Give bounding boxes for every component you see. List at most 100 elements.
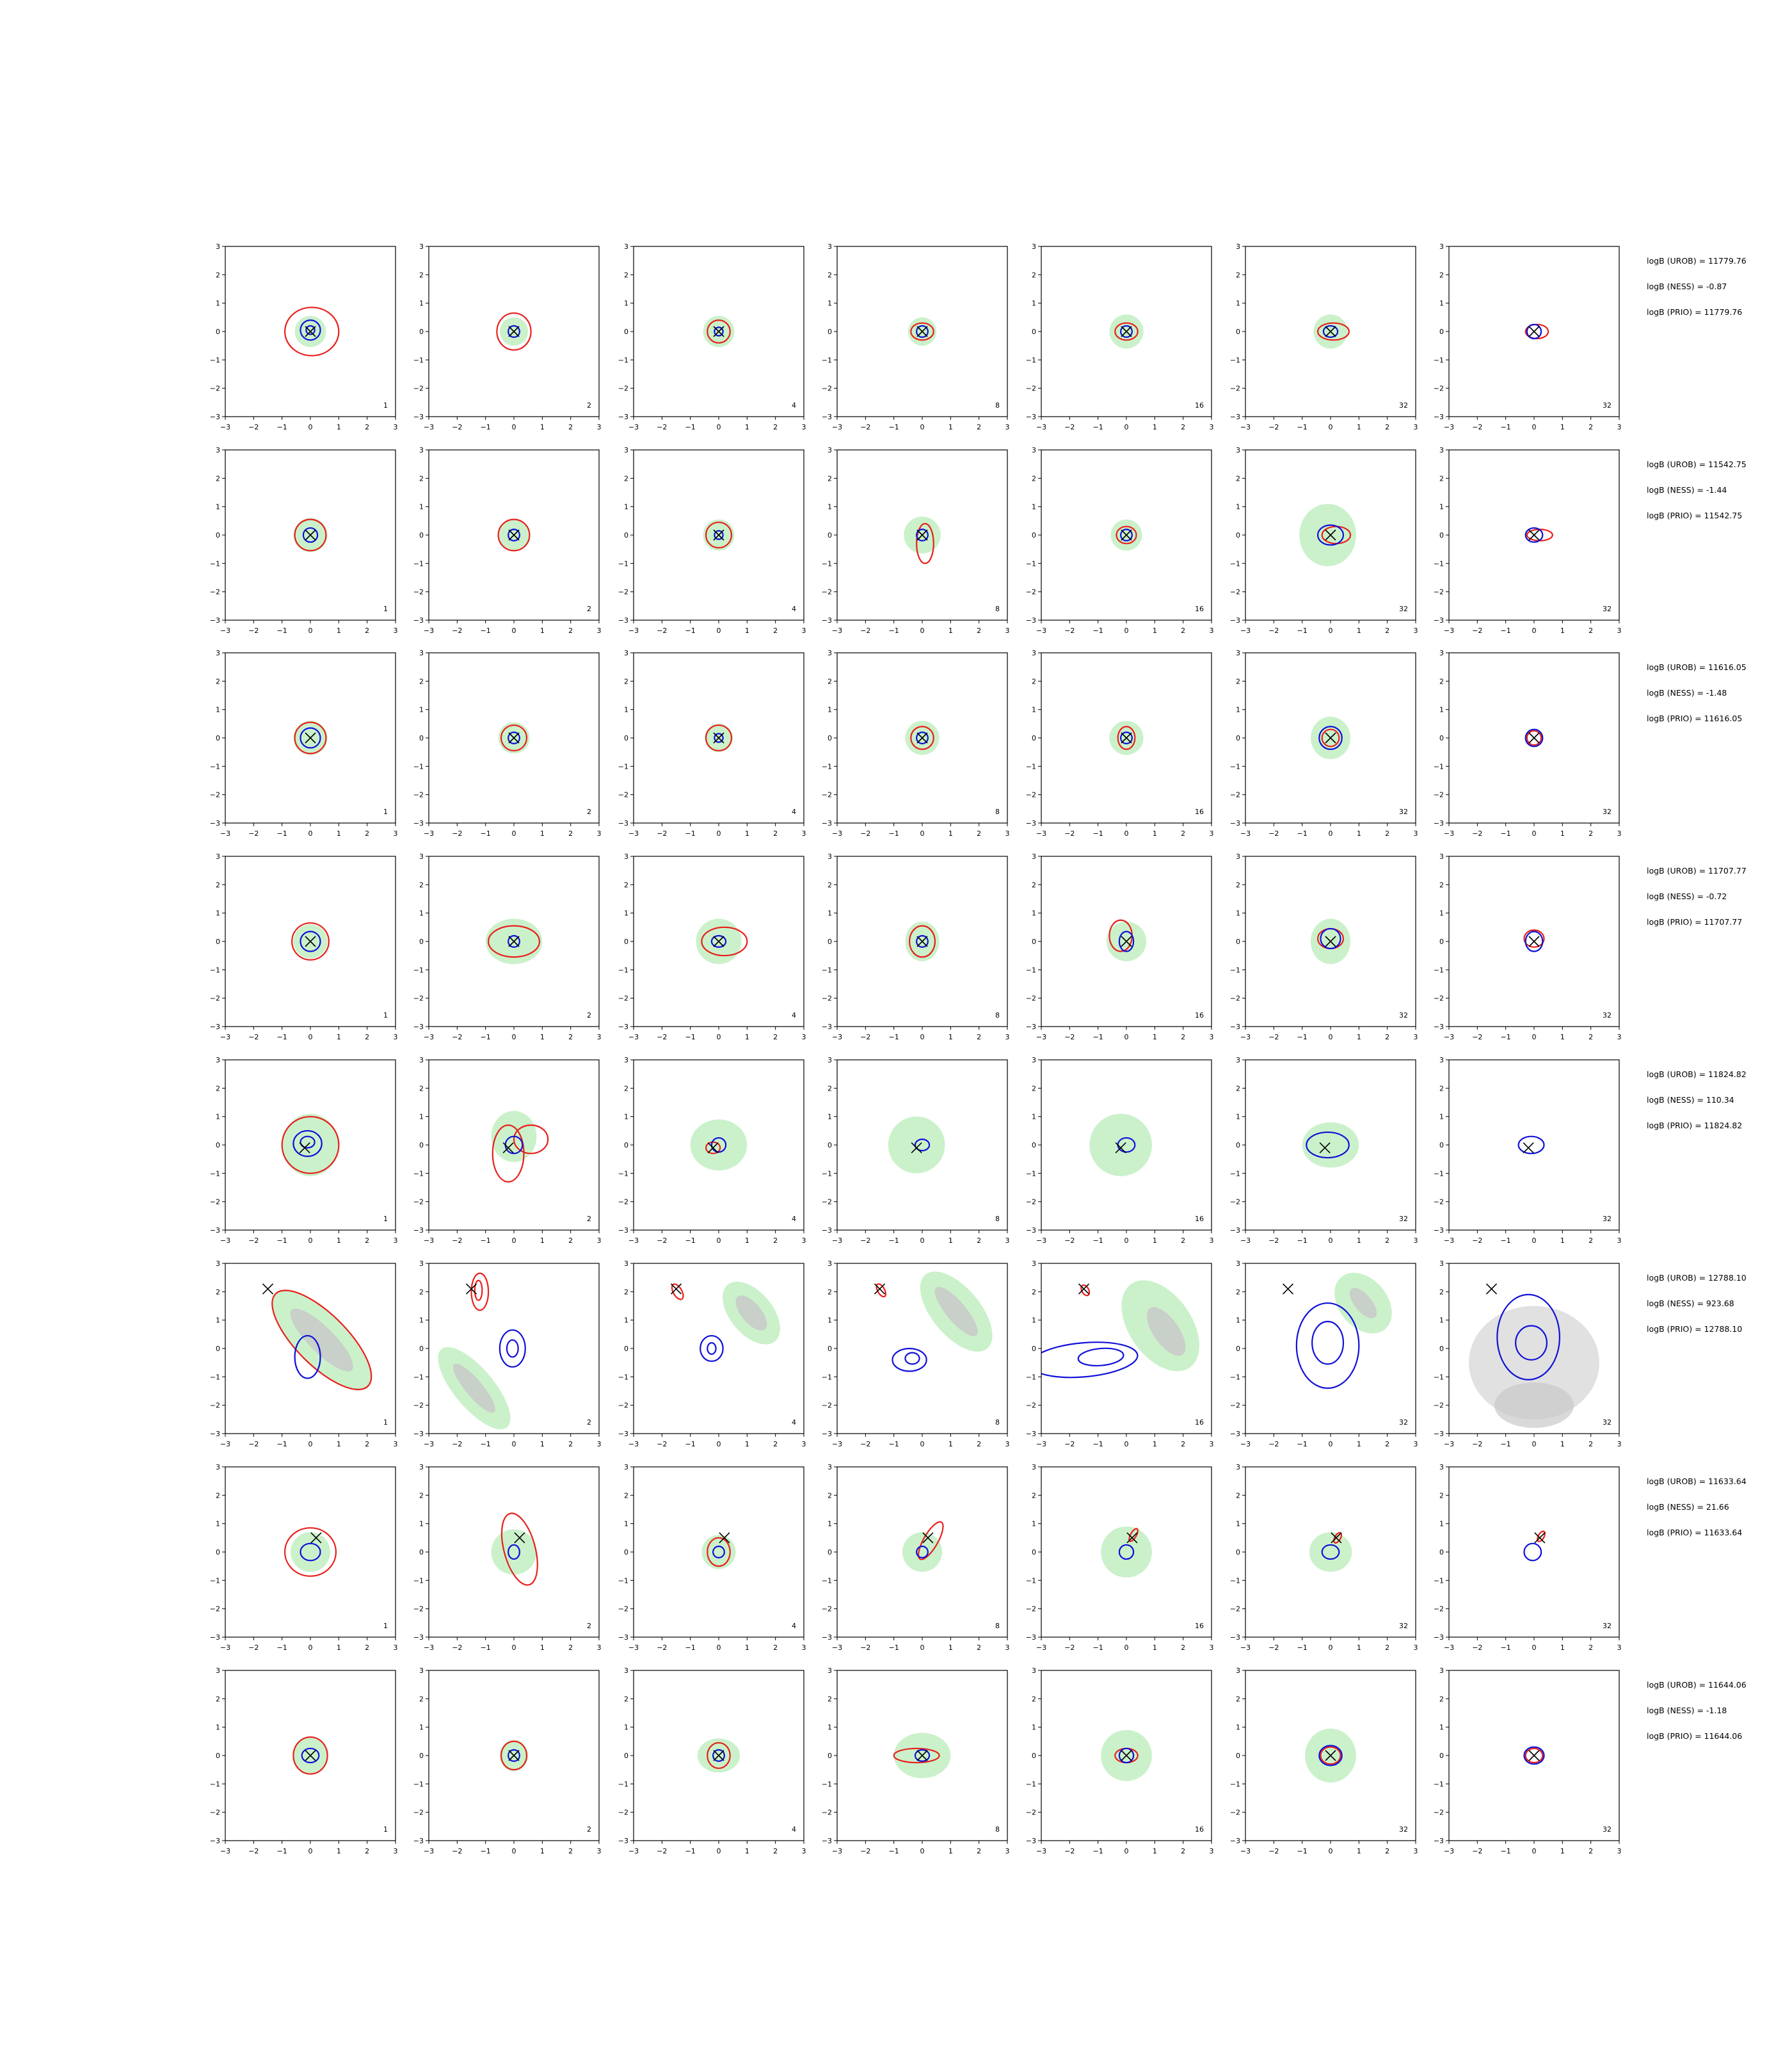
x-tick-label: 0	[1329, 1236, 1333, 1245]
red-contour	[1114, 322, 1139, 341]
y-tick-label: 2	[1236, 1084, 1240, 1092]
y-tick-label: −2	[618, 995, 628, 1003]
red-contour	[910, 726, 934, 750]
y-tick-label: −3	[1026, 819, 1036, 828]
y-tick-label: 2	[828, 881, 832, 889]
x-tick-label: 2	[568, 1847, 573, 1855]
x-tick-label: 1	[745, 1440, 749, 1448]
y-tick-label: 0	[828, 531, 832, 540]
x-tick-label: 2	[1181, 1847, 1185, 1855]
y-tick-label: 2	[419, 1084, 424, 1092]
y-tick-label: −1	[210, 1373, 220, 1381]
marker-stroke	[1331, 1532, 1342, 1544]
x-tick-label: −1	[277, 1847, 287, 1855]
y-tick-label: 0	[216, 1345, 220, 1353]
y-tick-label: 2	[624, 881, 628, 889]
panel-count-label: 2	[587, 1215, 591, 1223]
plot-area	[904, 516, 941, 564]
y-tick-label: 0	[624, 1141, 628, 1149]
marker-stroke	[1121, 732, 1132, 744]
y-tick-label: 0	[828, 1141, 832, 1149]
logb-annotation: logB (PRIO) = 11824.82	[1647, 1121, 1742, 1130]
y-tick-label: −2	[413, 1402, 424, 1410]
y-tick-label: −2	[210, 1605, 220, 1613]
red-contour	[705, 521, 733, 549]
y-tick-label: −2	[822, 995, 832, 1003]
y-tick-label: 2	[419, 1695, 424, 1703]
y-tick-label: −3	[618, 1837, 628, 1845]
x-tick-label: 2	[365, 1033, 369, 1041]
y-tick-label: −1	[1230, 1169, 1240, 1178]
y-tick-label: −1	[1026, 559, 1036, 568]
y-tick-label: 1	[216, 1520, 220, 1528]
y-tick-label: 1	[1439, 300, 1444, 308]
marker-stroke	[916, 529, 928, 541]
y-tick-label: 1	[419, 503, 424, 511]
x-tick-label: −1	[481, 1236, 491, 1245]
y-tick-label: 0	[1439, 734, 1444, 742]
x-tick-label: 1	[948, 1033, 953, 1041]
red-contour	[271, 1290, 372, 1391]
x-tick-label: −3	[628, 423, 639, 431]
x-tick-label: 1	[1560, 1644, 1565, 1652]
y-tick-label: −2	[1434, 588, 1444, 596]
true-value-marker	[916, 1750, 928, 1761]
blue-contour	[301, 1747, 320, 1764]
panel-r1-c2: −3 −2 −1 0 1 2 3 3 2 1 0 −1 −2 −3 2	[413, 243, 602, 431]
logb-annotation: logB (NESS) = 21.66	[1647, 1502, 1729, 1512]
y-tick-label: −2	[210, 995, 220, 1003]
y-tick-label: −3	[822, 616, 832, 625]
panel-r2-c5: −3 −2 −1 0 1 2 3 3 2 1 0 −1 −2 −3 16	[1026, 446, 1214, 635]
x-tick-label: 0	[1532, 1236, 1537, 1245]
panel-r3-c5: −3 −2 −1 0 1 2 3 3 2 1 0 −1 −2 −3 16	[1026, 649, 1214, 838]
y-tick-label: 2	[624, 1288, 628, 1296]
plot-area	[284, 1527, 337, 1577]
red-contour	[908, 925, 936, 958]
panel-r5-c1: −3 −2 −1 0 1 2 3 3 2 1 0 −1 −2 −3 1	[210, 1056, 398, 1245]
y-tick-label: −2	[1026, 588, 1036, 596]
y-tick-label: 3	[419, 1667, 424, 1675]
true-value-marker	[305, 326, 316, 337]
panel-count-label: 32	[1603, 401, 1612, 410]
x-tick-label: −1	[277, 1440, 287, 1448]
true-value-marker	[713, 326, 724, 337]
x-tick-label: 0	[920, 423, 925, 431]
panel-count-label: 2	[587, 605, 591, 613]
x-tick-label: −3	[220, 829, 230, 838]
true-value-marker	[911, 1142, 922, 1153]
x-tick-label: 0	[920, 1033, 925, 1041]
plot-area	[293, 518, 328, 552]
x-tick-label: −3	[1240, 1033, 1251, 1041]
x-tick-label: 1	[1153, 1847, 1157, 1855]
y-tick-label: −1	[1434, 762, 1444, 771]
red-contour	[707, 319, 731, 344]
y-tick-label: −1	[1434, 1373, 1444, 1381]
y-tick-label: 2	[828, 271, 832, 279]
x-tick-label: −1	[889, 1440, 899, 1448]
y-tick-label: 1	[828, 1724, 832, 1732]
y-tick-label: 3	[216, 852, 220, 861]
x-tick-label: 1	[1560, 1847, 1565, 1855]
marker-stroke	[502, 1142, 514, 1153]
panel-count-label: 16	[1195, 1418, 1204, 1427]
x-tick-label: 0	[308, 1440, 313, 1448]
red-contour	[701, 926, 748, 957]
y-tick-label: −1	[413, 1169, 424, 1178]
true-value-marker	[305, 732, 316, 744]
x-tick-label: −1	[1501, 1644, 1511, 1652]
y-tick-label: 2	[828, 474, 832, 483]
y-tick-label: 0	[216, 1752, 220, 1760]
x-tick-label: 0	[717, 1236, 721, 1245]
x-tick-label: 2	[773, 1644, 778, 1652]
x-tick-label: −1	[1297, 1236, 1308, 1245]
x-tick-label: 2	[1385, 1644, 1389, 1652]
red-contour	[1128, 1528, 1139, 1542]
y-tick-label: 1	[216, 706, 220, 714]
x-tick-label: 2	[1385, 829, 1389, 838]
x-tick-label: 3	[802, 1033, 806, 1041]
x-tick-label: −1	[277, 1236, 287, 1245]
panel-r4-c4: −3 −2 −1 0 1 2 3 3 2 1 0 −1 −2 −3 8	[822, 852, 1010, 1041]
x-tick-label: 1	[337, 423, 341, 431]
x-tick-label: 2	[568, 1644, 573, 1652]
panel-r2-c4: −3 −2 −1 0 1 2 3 3 2 1 0 −1 −2 −3 8	[822, 446, 1010, 635]
